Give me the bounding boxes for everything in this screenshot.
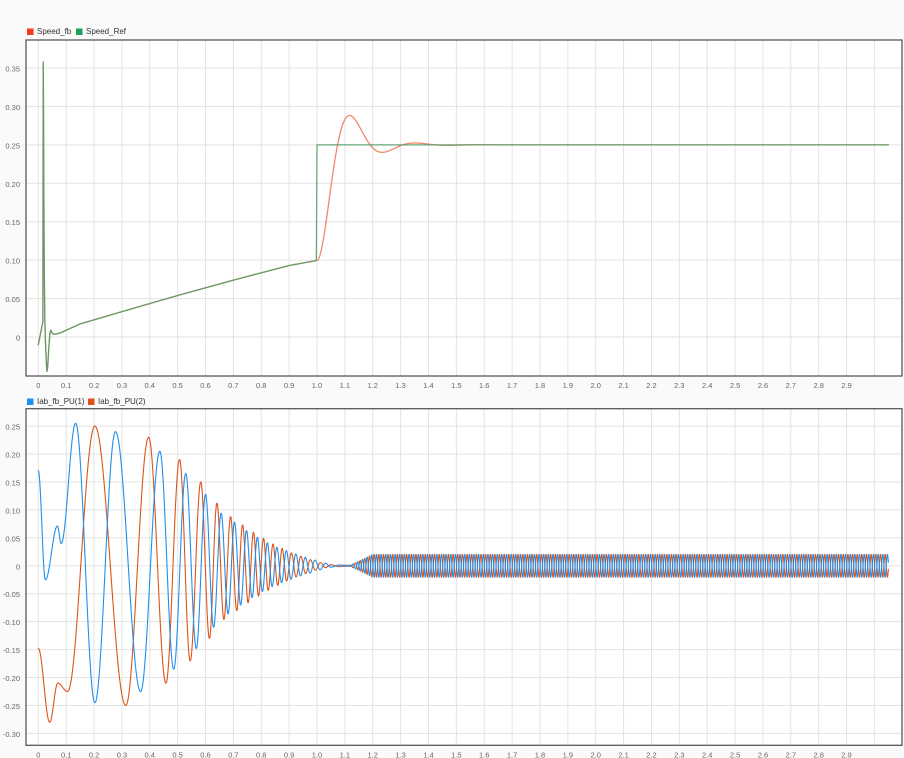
- svg-text:0.9: 0.9: [284, 750, 294, 758]
- svg-text:0.8: 0.8: [256, 750, 266, 758]
- svg-text:0.5: 0.5: [172, 381, 182, 390]
- svg-text:1.0: 1.0: [312, 750, 322, 758]
- svg-text:Iab_fb_PU(1): Iab_fb_PU(1): [37, 397, 85, 406]
- svg-text:0.2: 0.2: [89, 381, 99, 390]
- svg-text:2.5: 2.5: [730, 381, 740, 390]
- svg-text:0.4: 0.4: [145, 381, 155, 390]
- svg-text:0.6: 0.6: [200, 750, 210, 758]
- svg-text:2.3: 2.3: [674, 750, 684, 758]
- svg-text:0.05: 0.05: [5, 295, 20, 304]
- svg-text:Speed_fb: Speed_fb: [37, 27, 72, 36]
- svg-text:0.2: 0.2: [89, 750, 99, 758]
- svg-text:0.20: 0.20: [5, 180, 20, 189]
- svg-text:2.3: 2.3: [674, 381, 684, 390]
- svg-text:1.3: 1.3: [395, 381, 405, 390]
- svg-text:0.10: 0.10: [5, 257, 20, 266]
- svg-text:1.2: 1.2: [368, 750, 378, 758]
- svg-text:1.5: 1.5: [451, 381, 461, 390]
- svg-text:2.8: 2.8: [813, 381, 823, 390]
- svg-text:0.1: 0.1: [61, 381, 71, 390]
- svg-text:2.7: 2.7: [786, 381, 796, 390]
- svg-text:2.1: 2.1: [618, 381, 628, 390]
- svg-text:0: 0: [36, 381, 40, 390]
- svg-text:-0.05: -0.05: [3, 590, 20, 599]
- svg-text:0.10: 0.10: [5, 506, 20, 515]
- svg-text:-0.30: -0.30: [3, 730, 20, 739]
- svg-text:Speed_Ref: Speed_Ref: [86, 27, 127, 36]
- svg-text:2.8: 2.8: [813, 750, 823, 758]
- svg-text:0: 0: [16, 562, 20, 571]
- svg-text:1.5: 1.5: [451, 750, 461, 758]
- svg-text:0.7: 0.7: [228, 381, 238, 390]
- svg-text:0.15: 0.15: [5, 218, 20, 227]
- svg-text:1.7: 1.7: [507, 750, 517, 758]
- svg-text:1.9: 1.9: [563, 750, 573, 758]
- svg-text:1.7: 1.7: [507, 381, 517, 390]
- svg-text:-0.15: -0.15: [3, 646, 20, 655]
- svg-text:2.0: 2.0: [590, 381, 600, 390]
- svg-text:-0.20: -0.20: [3, 674, 20, 683]
- svg-text:1.6: 1.6: [479, 750, 489, 758]
- svg-text:0.20: 0.20: [5, 451, 20, 460]
- svg-text:2.1: 2.1: [618, 750, 628, 758]
- svg-text:0.05: 0.05: [5, 534, 20, 543]
- svg-text:1.4: 1.4: [423, 750, 433, 758]
- svg-text:0.15: 0.15: [5, 478, 20, 487]
- svg-text:0.25: 0.25: [5, 141, 20, 150]
- svg-text:2.6: 2.6: [758, 381, 768, 390]
- svg-text:2.4: 2.4: [702, 750, 712, 758]
- svg-text:1.4: 1.4: [423, 381, 433, 390]
- svg-text:1.1: 1.1: [340, 750, 350, 758]
- svg-text:1.8: 1.8: [535, 750, 545, 758]
- svg-text:2.5: 2.5: [730, 750, 740, 758]
- svg-text:1.1: 1.1: [340, 381, 350, 390]
- svg-text:1.9: 1.9: [563, 381, 573, 390]
- svg-text:2.9: 2.9: [841, 750, 851, 758]
- svg-text:1.2: 1.2: [368, 381, 378, 390]
- svg-text:1.0: 1.0: [312, 381, 322, 390]
- svg-text:1.3: 1.3: [395, 750, 405, 758]
- svg-text:0.7: 0.7: [228, 750, 238, 758]
- svg-text:0.6: 0.6: [200, 381, 210, 390]
- svg-text:1.8: 1.8: [535, 381, 545, 390]
- svg-text:2.2: 2.2: [646, 750, 656, 758]
- svg-text:2.2: 2.2: [646, 381, 656, 390]
- svg-text:2.6: 2.6: [758, 750, 768, 758]
- svg-text:-0.10: -0.10: [3, 618, 20, 627]
- svg-text:2.4: 2.4: [702, 381, 712, 390]
- svg-text:0: 0: [16, 334, 20, 343]
- svg-text:0.35: 0.35: [5, 65, 20, 74]
- svg-text:0.3: 0.3: [117, 750, 127, 758]
- svg-text:0: 0: [36, 750, 40, 758]
- svg-text:0.3: 0.3: [117, 381, 127, 390]
- svg-text:0.8: 0.8: [256, 381, 266, 390]
- svg-text:2.7: 2.7: [786, 750, 796, 758]
- svg-text:0.1: 0.1: [61, 750, 71, 758]
- svg-text:0.5: 0.5: [172, 750, 182, 758]
- svg-text:0.4: 0.4: [145, 750, 155, 758]
- svg-text:2.9: 2.9: [841, 381, 851, 390]
- svg-text:-0.25: -0.25: [3, 702, 20, 711]
- svg-text:1.6: 1.6: [479, 381, 489, 390]
- svg-text:0.25: 0.25: [5, 423, 20, 432]
- svg-text:0.30: 0.30: [5, 103, 20, 112]
- svg-text:0.9: 0.9: [284, 381, 294, 390]
- svg-text:2.0: 2.0: [590, 750, 600, 758]
- svg-text:Iab_fb_PU(2): Iab_fb_PU(2): [98, 397, 146, 406]
